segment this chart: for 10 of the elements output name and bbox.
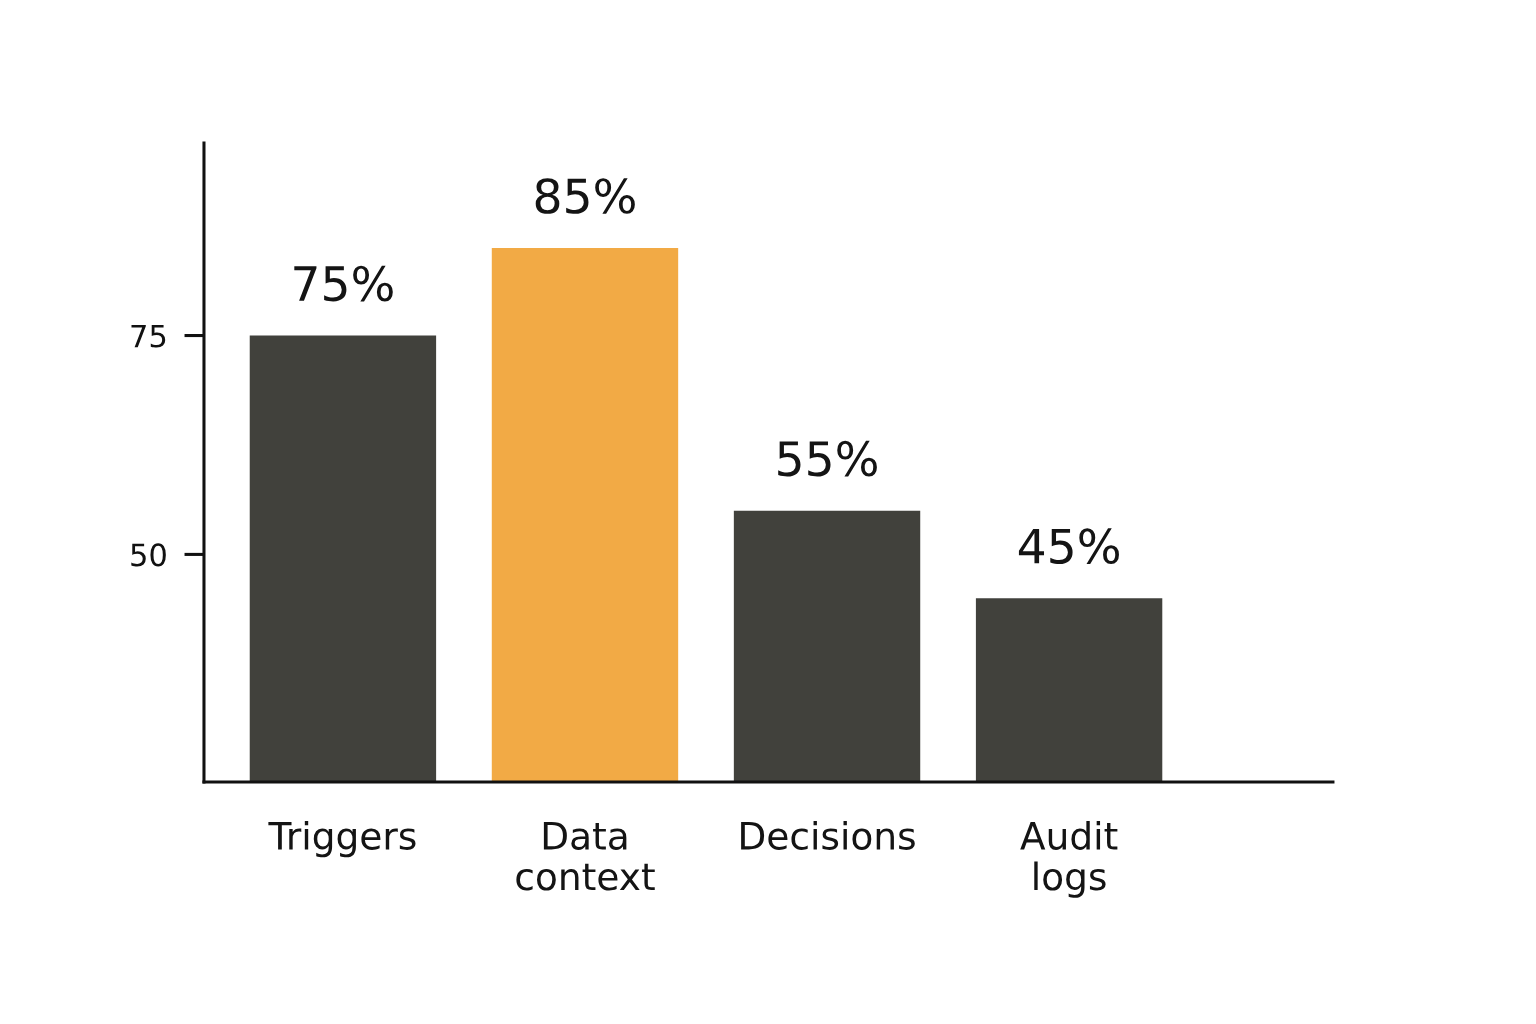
- x-tick-label: Audit logs: [1020, 820, 1118, 898]
- data-label: 85%: [535, 178, 635, 214]
- y-tick-label: 50: [131, 543, 166, 567]
- x-tick-label: Decisions: [741, 820, 915, 850]
- data-label: 45%: [1018, 528, 1119, 565]
- data-label: 55%: [778, 440, 877, 477]
- y-tick-label: 75: [131, 324, 166, 348]
- x-tick-label: Data context: [516, 822, 655, 891]
- x-tick-label: Triggers: [268, 820, 416, 858]
- data-label: 75%: [294, 265, 393, 302]
